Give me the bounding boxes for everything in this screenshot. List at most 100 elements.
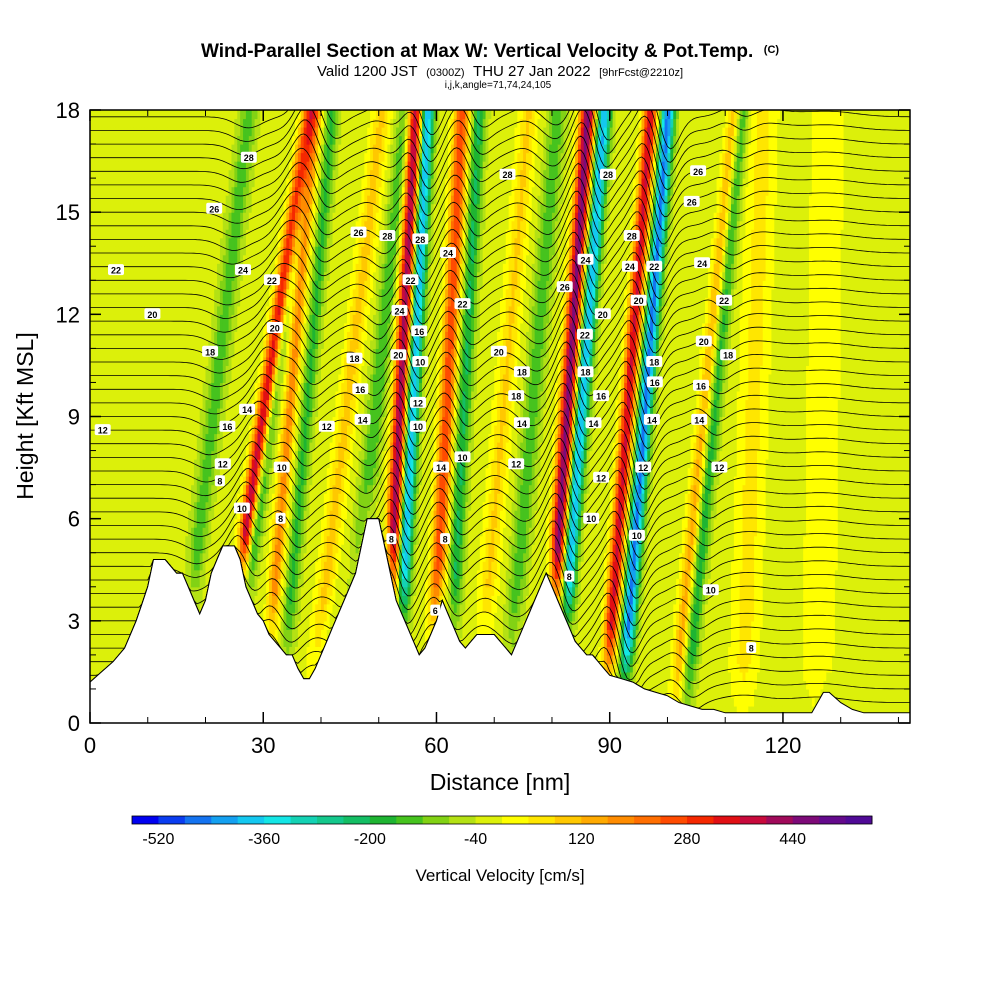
w-cell [139,195,143,205]
w-cell [144,527,149,537]
w-cell [136,476,140,486]
w-cell [121,603,126,613]
w-cell [144,220,149,230]
w-cell [150,271,155,281]
w-cell [144,212,149,222]
w-cell [133,365,137,375]
w-cell [139,288,143,298]
w-cell [92,407,97,418]
w-cell [127,280,132,290]
w-cell [90,356,94,367]
w-cell [118,399,123,409]
w-cell [107,254,111,264]
w-cell [110,237,114,247]
w-cell [147,390,152,401]
w-cell [104,416,108,426]
w-cell [90,339,94,349]
w-cell [136,569,140,579]
w-cell [136,544,140,554]
w-cell [90,484,94,494]
w-cell [101,356,106,367]
w-cell [139,314,143,324]
w-cell [144,518,149,528]
w-cell [130,407,134,418]
w-cell [110,416,114,426]
w-cell [115,612,120,622]
w-cell [104,254,108,264]
w-cell [124,271,129,281]
w-cell [121,433,126,443]
w-cell [95,229,100,239]
w-cell [147,382,152,392]
w-cell [92,331,97,341]
w-cell [98,433,103,443]
w-cell [92,271,97,281]
w-cell [118,339,123,349]
w-cell [101,518,106,528]
w-cell [136,552,140,562]
w-cell [124,561,129,571]
w-cell [118,425,123,435]
w-cell [130,331,134,341]
w-cell [92,237,97,247]
w-cell [118,127,123,137]
w-cell [101,459,106,469]
chart-title-main: Wind-Parallel Section at Max W: Vertical… [201,41,753,62]
w-cell [136,322,140,332]
w-cell [101,578,106,588]
w-cell [110,271,114,281]
w-cell [107,135,111,145]
w-cell [92,595,97,605]
w-cell [92,493,97,503]
w-cell [113,365,117,375]
w-cell [113,569,117,579]
w-cell [139,237,143,247]
w-cell [121,501,126,511]
w-cell [115,382,120,392]
w-cell [92,450,97,460]
w-cell [118,365,123,375]
w-cell [133,161,137,171]
w-cell [144,510,149,520]
w-cell [98,552,103,562]
w-cell [101,433,106,443]
w-cell [92,612,97,622]
w-cell [136,288,140,298]
w-cell [107,552,111,562]
w-cell [98,442,103,452]
w-cell [136,356,140,367]
w-cell [144,297,149,307]
w-cell [144,399,149,409]
w-cell [95,356,100,367]
w-cell [121,578,126,588]
w-cell [110,288,114,298]
w-cell [136,373,140,384]
w-cell [95,569,100,579]
w-cell [136,195,140,205]
w-cell [110,246,114,256]
w-cell [147,484,152,494]
w-cell [98,212,103,222]
w-cell [92,459,97,469]
w-cell [90,450,94,460]
w-cell [113,476,117,486]
w-cell [130,135,134,145]
w-cell [124,476,129,486]
w-cell [121,629,126,639]
w-cell [147,493,152,503]
w-cell [110,178,114,188]
w-cell [141,459,146,469]
w-cell [107,203,111,213]
w-cell [107,416,111,426]
w-cell [113,552,117,562]
w-cell [133,527,137,537]
w-cell [98,271,103,281]
w-cell [141,510,146,520]
w-cell [147,212,152,222]
w-cell [130,416,134,426]
w-cell [139,229,143,239]
w-cell [90,612,94,622]
w-cell [130,442,134,452]
